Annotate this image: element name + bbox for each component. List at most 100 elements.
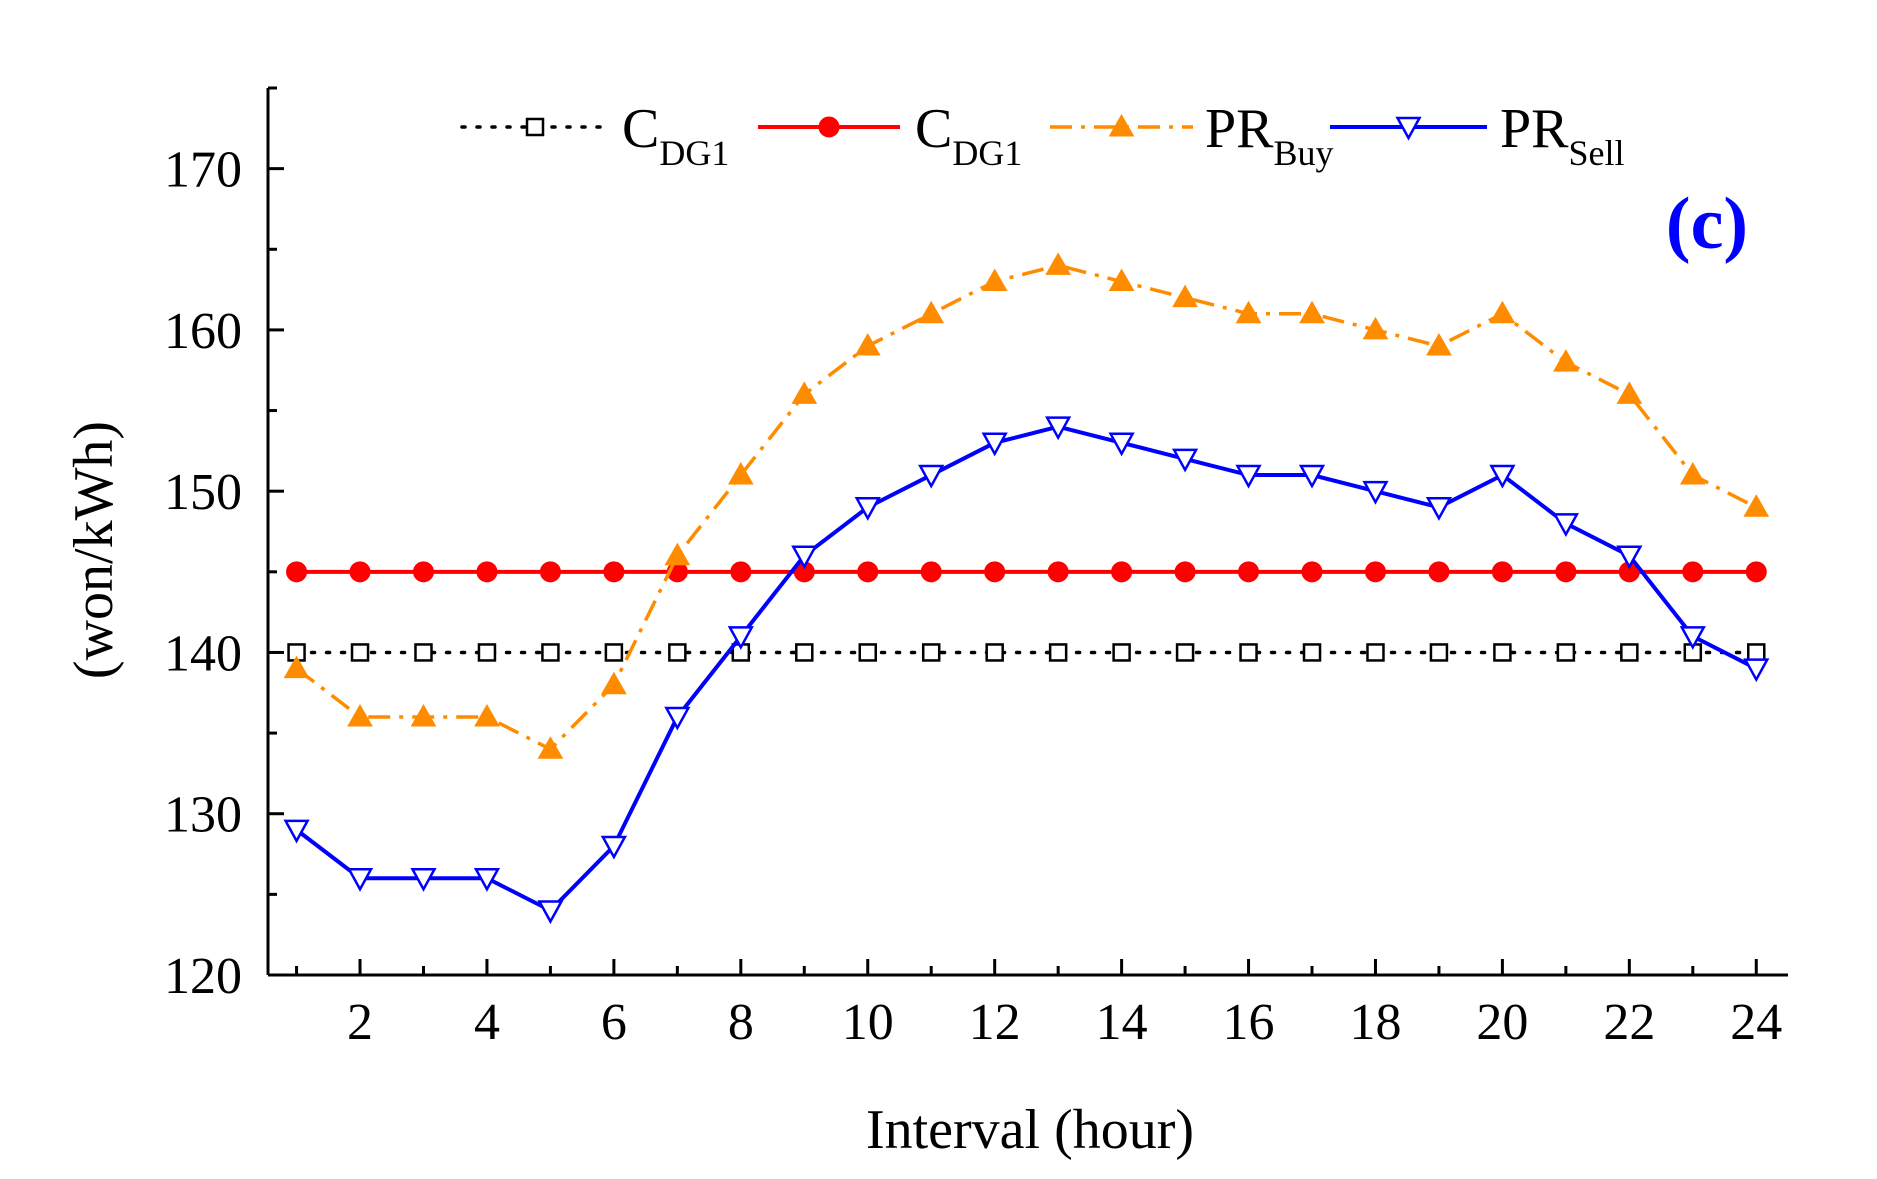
data-point (1238, 561, 1260, 583)
data-point (1108, 432, 1135, 457)
data-point (1048, 643, 1068, 662)
x-tick-label: 16 (1223, 994, 1275, 1051)
data-point (476, 561, 498, 583)
data-point (984, 561, 1006, 583)
data-point (1428, 561, 1450, 583)
data-point (601, 671, 627, 695)
data-point (1235, 300, 1262, 324)
data-point (1362, 480, 1389, 505)
data-point (539, 561, 561, 583)
data-point (474, 703, 500, 727)
y-tick-label: 140 (164, 625, 242, 682)
series-pr-buy-2 (283, 252, 1770, 759)
x-tick-label: 12 (969, 994, 1021, 1051)
data-point (791, 545, 818, 570)
data-point (1620, 643, 1639, 662)
data-point (1235, 464, 1262, 489)
y-tick-label: 170 (164, 142, 242, 199)
data-point (286, 561, 308, 583)
legend-marker (1108, 113, 1135, 137)
data-point (858, 643, 877, 662)
legend-label: CDG1 (622, 98, 729, 173)
data-point (1745, 561, 1767, 583)
data-point (346, 867, 374, 892)
data-point (1491, 561, 1513, 583)
data-point (350, 643, 370, 662)
series-line (295, 424, 1758, 913)
data-point (1429, 643, 1449, 662)
data-point (349, 561, 371, 583)
data-point (1426, 333, 1452, 356)
legend-entry: CDG1 (460, 98, 729, 173)
data-point (664, 542, 691, 566)
data-point (1364, 561, 1386, 583)
data-point (1171, 448, 1199, 473)
data-point (477, 643, 497, 662)
data-point (981, 432, 1008, 457)
data-point (854, 333, 881, 356)
y-axis-title: (won/kWh) (63, 421, 125, 679)
series-c-dg1-1 (286, 561, 1767, 583)
data-point (1552, 513, 1579, 538)
y-tick-labels: 120 130 140 150 160 170 (164, 142, 242, 1005)
data-point (1302, 643, 1322, 662)
data-point (1112, 643, 1131, 662)
data-point (1045, 416, 1072, 441)
data-point (664, 706, 691, 731)
data-point (727, 462, 754, 485)
data-point (730, 561, 752, 583)
data-point (921, 643, 941, 662)
x-tick-label: 18 (1349, 994, 1401, 1051)
data-point (537, 736, 564, 759)
data-point (1298, 464, 1326, 489)
data-point (541, 643, 560, 662)
series-layer (283, 252, 1770, 925)
panel-label: (c) (1666, 183, 1748, 265)
legend-marker (818, 116, 840, 138)
y-tick-label: 130 (164, 787, 242, 844)
legend-entry: PRBuy (1050, 98, 1334, 173)
data-point (795, 643, 814, 662)
axes (266, 88, 1788, 977)
series-line (295, 263, 1758, 752)
data-point (1111, 561, 1133, 583)
data-point (537, 900, 564, 925)
data-point (1679, 462, 1706, 485)
data-point (1679, 626, 1706, 650)
data-point (1362, 316, 1389, 340)
legend-marker (1395, 116, 1422, 141)
data-point (1556, 643, 1576, 662)
data-point (600, 835, 628, 860)
x-tick-label: 14 (1096, 994, 1148, 1051)
data-point (603, 561, 625, 583)
data-point (1301, 561, 1323, 583)
data-point (918, 464, 945, 489)
x-tick-label: 24 (1730, 994, 1782, 1051)
legend-entry: CDG1 (758, 98, 1022, 173)
data-point (1366, 643, 1385, 662)
axis-ticks (268, 86, 1758, 977)
data-point (857, 561, 879, 583)
data-point (854, 497, 881, 521)
data-point (1425, 497, 1453, 521)
x-tick-label: 10 (842, 994, 894, 1051)
legend-marker (525, 117, 545, 137)
data-point (1682, 561, 1704, 583)
data-point (1743, 658, 1770, 683)
data-point (1299, 300, 1325, 324)
data-point (668, 643, 687, 662)
data-point (473, 867, 501, 892)
data-point (1045, 252, 1072, 275)
legend-label: PRBuy (1205, 98, 1334, 173)
data-point (1175, 643, 1195, 662)
y-tick-label: 160 (164, 303, 242, 360)
y-tick-label: 120 (164, 948, 242, 1005)
data-point (1747, 643, 1766, 662)
data-point (410, 867, 437, 892)
data-point (985, 643, 1004, 662)
series-pr-sell-3 (283, 416, 1770, 925)
x-tick-label: 22 (1603, 994, 1655, 1051)
data-point (1489, 464, 1516, 489)
data-point (412, 561, 434, 583)
